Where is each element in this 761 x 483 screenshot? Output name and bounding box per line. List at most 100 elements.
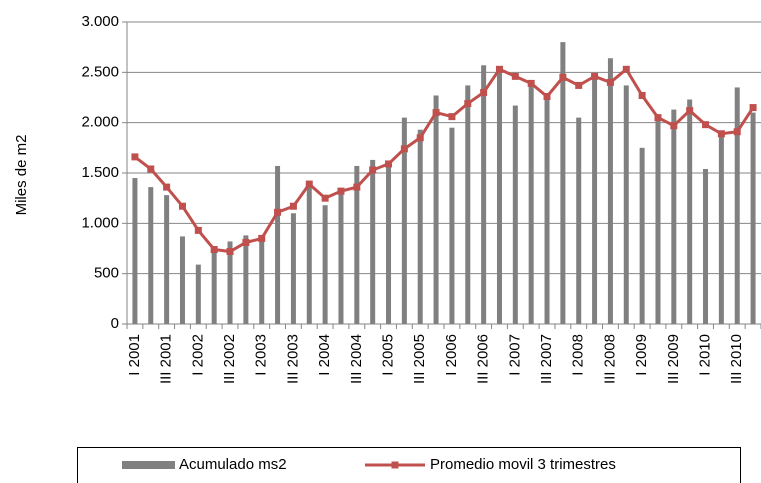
x-tick-label: III 2008 bbox=[601, 334, 618, 384]
marker bbox=[178, 202, 186, 210]
x-tick-label: III 2006 bbox=[475, 334, 492, 384]
marker bbox=[385, 160, 393, 168]
marker bbox=[717, 130, 725, 138]
y-tick-label: 1.000 bbox=[81, 214, 119, 231]
marker bbox=[591, 72, 599, 80]
x-tick-label: I 2007 bbox=[506, 334, 523, 376]
marker bbox=[131, 153, 139, 161]
marker bbox=[495, 65, 503, 73]
bar bbox=[132, 178, 138, 324]
bar bbox=[243, 235, 249, 324]
marker bbox=[369, 166, 377, 174]
x-tick-label: I 2003 bbox=[253, 334, 270, 376]
marker bbox=[480, 88, 488, 96]
marker bbox=[575, 81, 583, 89]
bar bbox=[179, 236, 185, 324]
marker bbox=[511, 72, 519, 80]
bar bbox=[417, 129, 423, 324]
bar bbox=[275, 165, 281, 324]
x-tick-label: III 2009 bbox=[665, 334, 682, 384]
marker bbox=[606, 78, 614, 86]
x-tick-label: I 2005 bbox=[379, 334, 396, 376]
bar bbox=[576, 117, 582, 324]
legend-box bbox=[77, 447, 741, 483]
bar bbox=[164, 195, 170, 324]
bar bbox=[496, 66, 502, 324]
marker bbox=[147, 165, 155, 173]
bar bbox=[259, 237, 265, 324]
bar bbox=[481, 65, 487, 324]
bar bbox=[338, 190, 344, 324]
bar bbox=[544, 97, 550, 324]
y-tick-label: 2.500 bbox=[81, 63, 119, 80]
marker bbox=[226, 248, 234, 256]
marker bbox=[194, 226, 202, 234]
marker bbox=[337, 187, 345, 195]
y-tick-label: 1.500 bbox=[81, 164, 119, 181]
bar bbox=[560, 42, 566, 325]
x-tick-label: III 2005 bbox=[411, 334, 428, 384]
marker bbox=[416, 134, 424, 142]
x-tick-label: I 2010 bbox=[696, 334, 713, 376]
marker bbox=[654, 114, 662, 122]
marker bbox=[400, 145, 408, 153]
marker bbox=[258, 234, 266, 242]
bar bbox=[401, 117, 407, 324]
bar bbox=[655, 117, 661, 324]
bar bbox=[750, 112, 756, 324]
bar bbox=[306, 183, 312, 324]
line bbox=[134, 67, 755, 254]
bar bbox=[386, 166, 392, 324]
bar bbox=[718, 134, 724, 324]
x-tick-label: I 2004 bbox=[316, 334, 333, 376]
marker bbox=[289, 202, 297, 210]
marker bbox=[432, 109, 440, 117]
marker bbox=[543, 92, 551, 100]
bar bbox=[211, 247, 217, 324]
y-tick-label: 2.000 bbox=[81, 114, 119, 131]
marker bbox=[527, 79, 535, 87]
x-tick-label: III 2002 bbox=[221, 334, 238, 384]
marker bbox=[163, 183, 171, 191]
marker bbox=[702, 121, 710, 129]
legend-label: Promedio movil 3 trimestres bbox=[430, 456, 616, 473]
y-tick-label: 3.000 bbox=[81, 13, 119, 30]
marker bbox=[210, 246, 218, 254]
x-tick-label: I 2001 bbox=[126, 334, 143, 376]
x-tick-label: III 2004 bbox=[348, 334, 365, 384]
x-tick-label: I 2009 bbox=[633, 334, 650, 376]
marker bbox=[733, 128, 741, 136]
marker bbox=[686, 107, 694, 115]
bar bbox=[671, 109, 677, 324]
bar bbox=[687, 99, 693, 324]
y-tick-label: 0 bbox=[111, 315, 119, 332]
marker bbox=[242, 238, 250, 246]
legend-marker bbox=[391, 461, 399, 469]
bar bbox=[623, 85, 629, 324]
x-tick-label: I 2008 bbox=[570, 334, 587, 376]
x-tick-label: I 2002 bbox=[189, 334, 206, 376]
x-tick-label: III 2001 bbox=[158, 334, 175, 384]
marker bbox=[670, 122, 678, 130]
bar bbox=[227, 241, 233, 324]
bar bbox=[528, 83, 534, 324]
bar bbox=[449, 127, 455, 324]
x-tick-label: III 2010 bbox=[728, 334, 745, 384]
bar bbox=[703, 168, 709, 324]
bar bbox=[433, 95, 439, 324]
x-tick-label: III 2003 bbox=[284, 334, 301, 384]
bar bbox=[370, 159, 376, 324]
x-tick-label: I 2006 bbox=[443, 334, 460, 376]
bar bbox=[322, 205, 328, 324]
marker bbox=[305, 180, 313, 188]
bar bbox=[592, 73, 598, 324]
marker bbox=[321, 194, 329, 202]
legend-swatch bbox=[122, 461, 175, 469]
y-tick-label: 500 bbox=[94, 265, 119, 282]
marker bbox=[622, 65, 630, 73]
bar bbox=[354, 165, 360, 324]
y-axis-label: Miles de m2 bbox=[13, 135, 30, 216]
bar bbox=[607, 58, 613, 325]
marker bbox=[274, 208, 282, 216]
